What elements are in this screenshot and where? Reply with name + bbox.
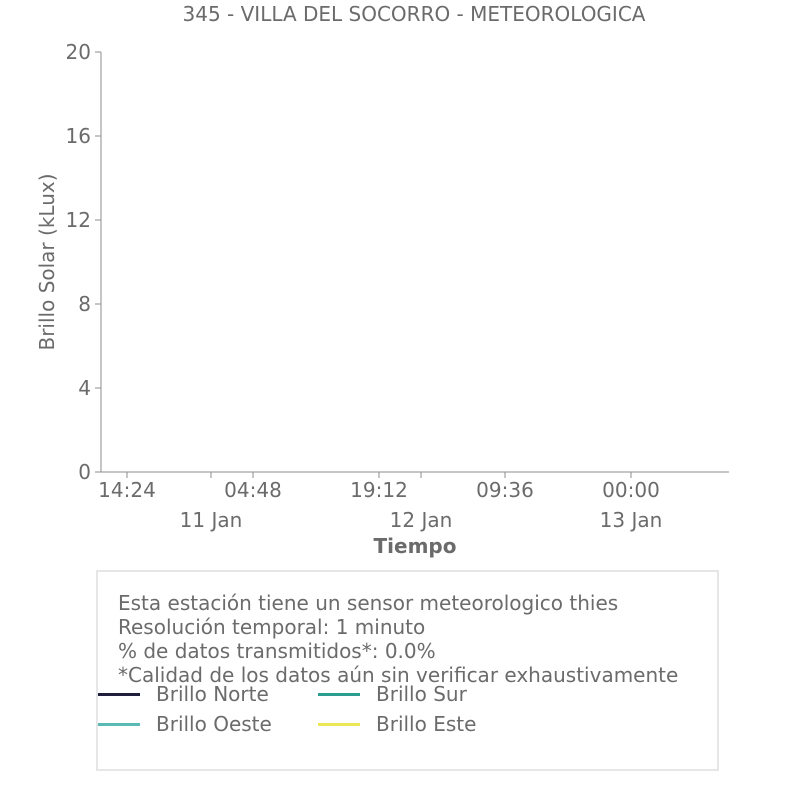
y-axis-label: Brillo Solar (kLux) xyxy=(35,173,59,350)
x-tick-date-label: 13 Jan xyxy=(600,508,663,532)
info-transmitted-text: % de datos transmitidos*: 0.0% xyxy=(118,639,436,663)
x-tick-time-label: 00:00 xyxy=(602,478,660,502)
legend-label-brillo-este: Brillo Este xyxy=(376,712,477,736)
legend-swatch-brillo-oeste xyxy=(98,723,140,726)
info-quality-note: *Calidad de los datos aún sin verificar … xyxy=(118,663,679,687)
legend-label-brillo-norte: Brillo Norte xyxy=(156,682,269,706)
x-tick-date-label: 12 Jan xyxy=(390,508,453,532)
x-ticks: 14:24 04:48 19:12 09:36 00:00 11 Jan 12 Jan 13 … xyxy=(98,472,662,532)
legend-swatch-brillo-este xyxy=(318,723,360,726)
chart-svg: 345 - VILLA DEL SOCORRO - METEOROLOGICA … xyxy=(35,2,729,558)
x-tick-time-label: 04:48 xyxy=(224,478,282,502)
y-tick-label: 20 xyxy=(66,40,91,64)
x-tick-date-label: 11 Jan xyxy=(180,508,243,532)
x-tick-time-label: 09:36 xyxy=(476,478,534,502)
x-tick-time-label: 19:12 xyxy=(350,478,408,502)
chart-title: 345 - VILLA DEL SOCORRO - METEOROLOGICA xyxy=(183,2,646,26)
legend-label-brillo-sur: Brillo Sur xyxy=(376,682,467,706)
x-tick-time-label: 14:24 xyxy=(98,478,156,502)
legend-label-brillo-oeste: Brillo Oeste xyxy=(156,712,272,736)
y-tick-label: 16 xyxy=(66,124,91,148)
y-tick-label: 8 xyxy=(78,292,91,316)
legend-swatch-brillo-sur xyxy=(318,693,360,696)
legend-swatch-brillo-norte xyxy=(98,693,140,696)
y-tick-label: 12 xyxy=(66,208,91,232)
info-resolution-text: Resolución temporal: 1 minuto xyxy=(118,615,426,639)
x-axis-label: Tiempo xyxy=(374,534,457,558)
info-box: Esta estación tiene un sensor meteorolog… xyxy=(96,570,719,771)
y-tick-label: 0 xyxy=(78,460,91,484)
y-tick-label: 4 xyxy=(78,376,91,400)
info-sensor-text: Esta estación tiene un sensor meteorolog… xyxy=(118,591,619,615)
y-ticks: 0 4 8 12 16 20 xyxy=(66,40,101,484)
